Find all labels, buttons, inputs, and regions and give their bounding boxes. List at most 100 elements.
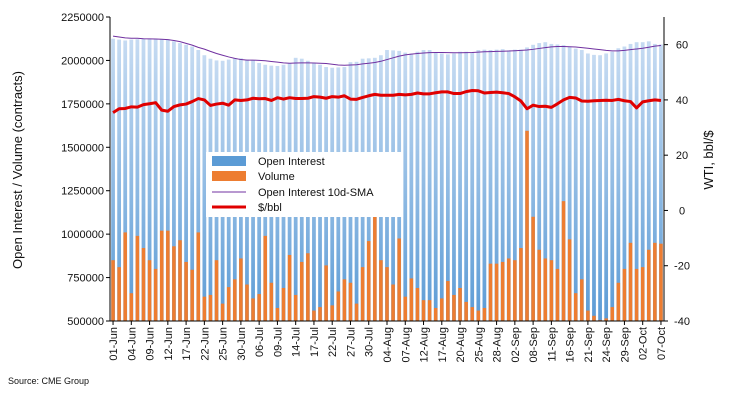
volume-bar bbox=[293, 294, 298, 321]
volume-bar bbox=[281, 287, 286, 321]
open-interest-bar bbox=[117, 39, 122, 321]
x-tick-label: 09-Jul bbox=[272, 327, 284, 357]
volume-bar bbox=[610, 307, 615, 321]
open-interest-bar bbox=[567, 46, 572, 321]
legend-swatch-volume bbox=[212, 171, 246, 181]
volume-bar bbox=[159, 230, 164, 321]
volume-bar bbox=[616, 282, 621, 321]
x-tick-label: 17-Jun bbox=[181, 327, 193, 361]
legend: Open Interest Volume Open Interest 10d-S… bbox=[206, 152, 402, 217]
x-tick-label: 17-Jul bbox=[309, 327, 321, 357]
open-interest-bar bbox=[433, 52, 438, 322]
open-interest-bar bbox=[628, 43, 633, 322]
open-interest-bar bbox=[519, 49, 523, 321]
volume-bar bbox=[397, 238, 401, 321]
x-tick-label: 04-Jun bbox=[126, 327, 138, 361]
volume-bar bbox=[415, 287, 420, 321]
open-interest-bar bbox=[202, 55, 207, 321]
volume-bar bbox=[573, 293, 578, 321]
open-interest-bar bbox=[135, 39, 140, 322]
open-interest-bar bbox=[488, 50, 493, 321]
x-tick-label: 24-Sep bbox=[601, 327, 613, 362]
x-tick-label: 22-Jul bbox=[327, 327, 339, 357]
open-interest-bar bbox=[427, 50, 432, 321]
y-left-tick-label: 1250000 bbox=[61, 186, 104, 198]
volume-bar bbox=[366, 241, 371, 321]
volume-bar bbox=[129, 293, 134, 321]
volume-bar bbox=[239, 258, 243, 321]
x-tick-label: 28-Aug bbox=[492, 327, 504, 362]
volume-bar bbox=[440, 298, 444, 321]
volume-bar bbox=[659, 243, 663, 321]
volume-bar bbox=[318, 307, 322, 321]
volume-bar bbox=[251, 298, 255, 321]
x-tick-label: 04-Aug bbox=[382, 327, 394, 362]
volume-bar bbox=[245, 284, 249, 321]
volume-bar bbox=[476, 310, 481, 321]
volume-bar bbox=[506, 258, 511, 321]
open-interest-bar bbox=[445, 54, 450, 321]
x-tick-label: 29-Sep bbox=[619, 327, 631, 362]
open-interest-bar bbox=[598, 55, 602, 321]
volume-bar bbox=[653, 242, 657, 321]
y-left-tick-label: 1500000 bbox=[61, 142, 104, 154]
legend-label-sma: Open Interest 10d-SMA bbox=[258, 187, 374, 199]
volume-bar bbox=[226, 287, 231, 321]
open-interest-bar bbox=[531, 44, 535, 321]
open-interest-bar bbox=[592, 54, 596, 322]
y-left-tick-label: 500000 bbox=[67, 316, 104, 328]
x-tick-label: 30-Jun bbox=[236, 327, 248, 361]
volume-bar bbox=[403, 296, 408, 321]
open-interest-bar bbox=[184, 44, 188, 321]
volume-bar bbox=[433, 307, 438, 321]
volume-bar bbox=[482, 307, 487, 321]
volume-bar bbox=[287, 254, 292, 321]
open-interest-bar bbox=[409, 53, 414, 321]
open-interest-bar bbox=[549, 43, 554, 322]
volume-bar bbox=[470, 307, 474, 321]
y-left-tick-label: 750000 bbox=[67, 273, 104, 285]
x-tick-label: 25-Jun bbox=[218, 327, 230, 361]
volume-bar bbox=[567, 239, 572, 321]
open-interest-bar bbox=[659, 44, 663, 321]
volume-bar bbox=[348, 282, 353, 321]
open-interest-bar bbox=[555, 44, 560, 321]
volume-bar bbox=[427, 300, 432, 321]
open-interest-bar bbox=[165, 39, 170, 322]
volume-bar bbox=[543, 258, 548, 321]
open-interest-bar bbox=[403, 52, 408, 322]
x-tick-label: 27-Jul bbox=[345, 327, 357, 357]
volume-bar bbox=[184, 261, 188, 321]
x-tick-label: 17-Aug bbox=[437, 327, 449, 362]
open-interest-bar bbox=[421, 50, 426, 321]
open-interest-bar bbox=[579, 50, 584, 321]
volume-bar bbox=[172, 246, 176, 321]
x-tick-label: 11-Sep bbox=[546, 327, 558, 362]
volume-bar bbox=[513, 260, 517, 321]
x-tick-label: 25-Aug bbox=[473, 327, 485, 362]
volume-bar bbox=[178, 240, 182, 321]
volume-bar bbox=[537, 249, 541, 321]
volume-bar bbox=[604, 318, 608, 321]
open-interest-bar bbox=[494, 49, 499, 321]
open-interest-bar bbox=[561, 45, 566, 321]
volume-bar bbox=[312, 310, 316, 321]
volume-bar bbox=[208, 294, 213, 321]
open-interest-bar bbox=[537, 43, 542, 322]
volume-bar bbox=[257, 294, 261, 321]
volume-bar bbox=[360, 267, 365, 321]
open-interest-bar bbox=[573, 48, 578, 322]
open-interest-bar bbox=[604, 53, 609, 321]
volume-bar bbox=[220, 303, 225, 321]
series-lines bbox=[112, 35, 662, 114]
volume-bar bbox=[549, 260, 554, 321]
volume-bar bbox=[640, 267, 645, 321]
volume-bar bbox=[488, 263, 493, 321]
open-interest-bar bbox=[586, 53, 590, 321]
volume-bar bbox=[592, 315, 596, 321]
open-interest-bar bbox=[616, 48, 621, 322]
volume-bar bbox=[306, 253, 310, 321]
volume-bar bbox=[111, 260, 115, 321]
y-right-tick-label: -40 bbox=[674, 316, 690, 328]
